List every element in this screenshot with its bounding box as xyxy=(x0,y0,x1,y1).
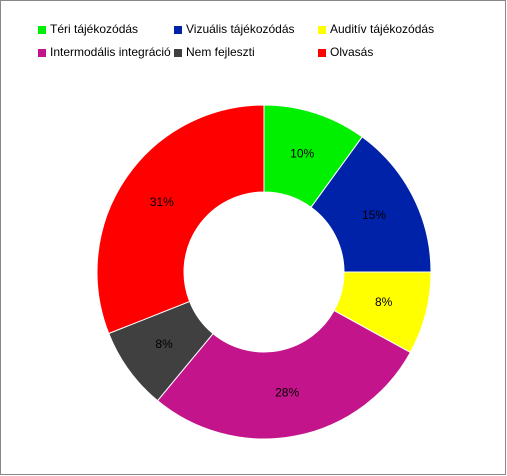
legend-label: Olvasás xyxy=(330,45,373,59)
data-label: 15% xyxy=(362,208,386,222)
data-label: 8% xyxy=(155,337,173,351)
legend-label: Auditív tájékozódás xyxy=(330,22,434,36)
legend-label: Téri tájékozódás xyxy=(50,22,138,36)
data-label: 8% xyxy=(375,295,393,309)
data-label: 10% xyxy=(290,147,314,161)
legend-swatch xyxy=(174,49,182,57)
data-label: 31% xyxy=(150,195,174,209)
legend-swatch xyxy=(38,26,46,34)
legend-swatch xyxy=(318,49,326,57)
donut-segment xyxy=(156,309,412,440)
legend-swatch xyxy=(318,26,326,34)
legend-swatch xyxy=(174,26,182,34)
legend-label: Intermodális integráció xyxy=(50,45,171,59)
data-label: 28% xyxy=(275,385,299,399)
legend-label: Vizuális tájékozódás xyxy=(186,22,295,36)
legend-label: Nem fejleszti xyxy=(186,45,255,59)
donut-segment xyxy=(96,104,265,335)
legend-swatch xyxy=(38,49,46,57)
